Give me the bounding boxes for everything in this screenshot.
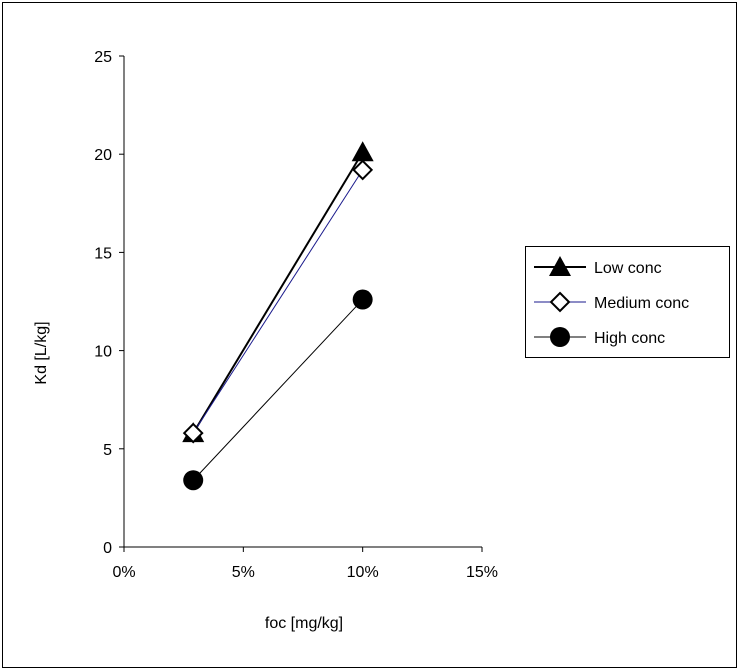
legend-label: Low conc xyxy=(594,260,662,277)
legend-item: Medium conc xyxy=(534,291,689,313)
data-point xyxy=(182,422,204,444)
tick-layer: 0 5 10 15 20 25 0% 5% 10% 15% xyxy=(94,49,498,581)
x-tick-label: 10% xyxy=(347,564,379,581)
x-tick-label: 15% xyxy=(466,564,498,581)
data-point xyxy=(352,159,374,181)
legend-label: Medium conc xyxy=(594,295,689,312)
legend-item: Low conc xyxy=(534,256,662,277)
series-1 xyxy=(182,159,374,444)
legend-item: High conc xyxy=(534,327,665,347)
series-line xyxy=(192,151,364,434)
series-2 xyxy=(183,289,373,491)
y-tick-label: 25 xyxy=(94,49,112,66)
legend-marker xyxy=(549,256,571,276)
plot-axes xyxy=(123,56,482,548)
series-line xyxy=(192,169,364,434)
series-layer xyxy=(182,141,374,491)
data-point xyxy=(351,141,374,162)
legend-svg: Low conc Medium conc High conc xyxy=(534,256,689,347)
x-tick-label: 0% xyxy=(112,564,135,581)
y-tick-label: 10 xyxy=(94,344,112,361)
y-tick-label: 0 xyxy=(103,540,112,557)
y-tick-label: 15 xyxy=(94,245,112,262)
legend: Low conc Medium conc High conc xyxy=(525,246,730,358)
y-tick-label: 5 xyxy=(103,442,112,459)
x-tick-label: 5% xyxy=(232,564,255,581)
legend-label: High conc xyxy=(594,330,665,347)
series-line xyxy=(192,299,364,481)
y-tick-label: 20 xyxy=(94,147,112,164)
y-axis-title: Kd [L/kg] xyxy=(33,321,50,384)
data-point xyxy=(352,289,373,310)
data-point xyxy=(183,470,204,491)
x-axis-title: foc [mg/kg] xyxy=(265,615,343,632)
series-0 xyxy=(182,141,374,443)
legend-marker xyxy=(549,291,571,313)
legend-marker xyxy=(550,327,570,347)
